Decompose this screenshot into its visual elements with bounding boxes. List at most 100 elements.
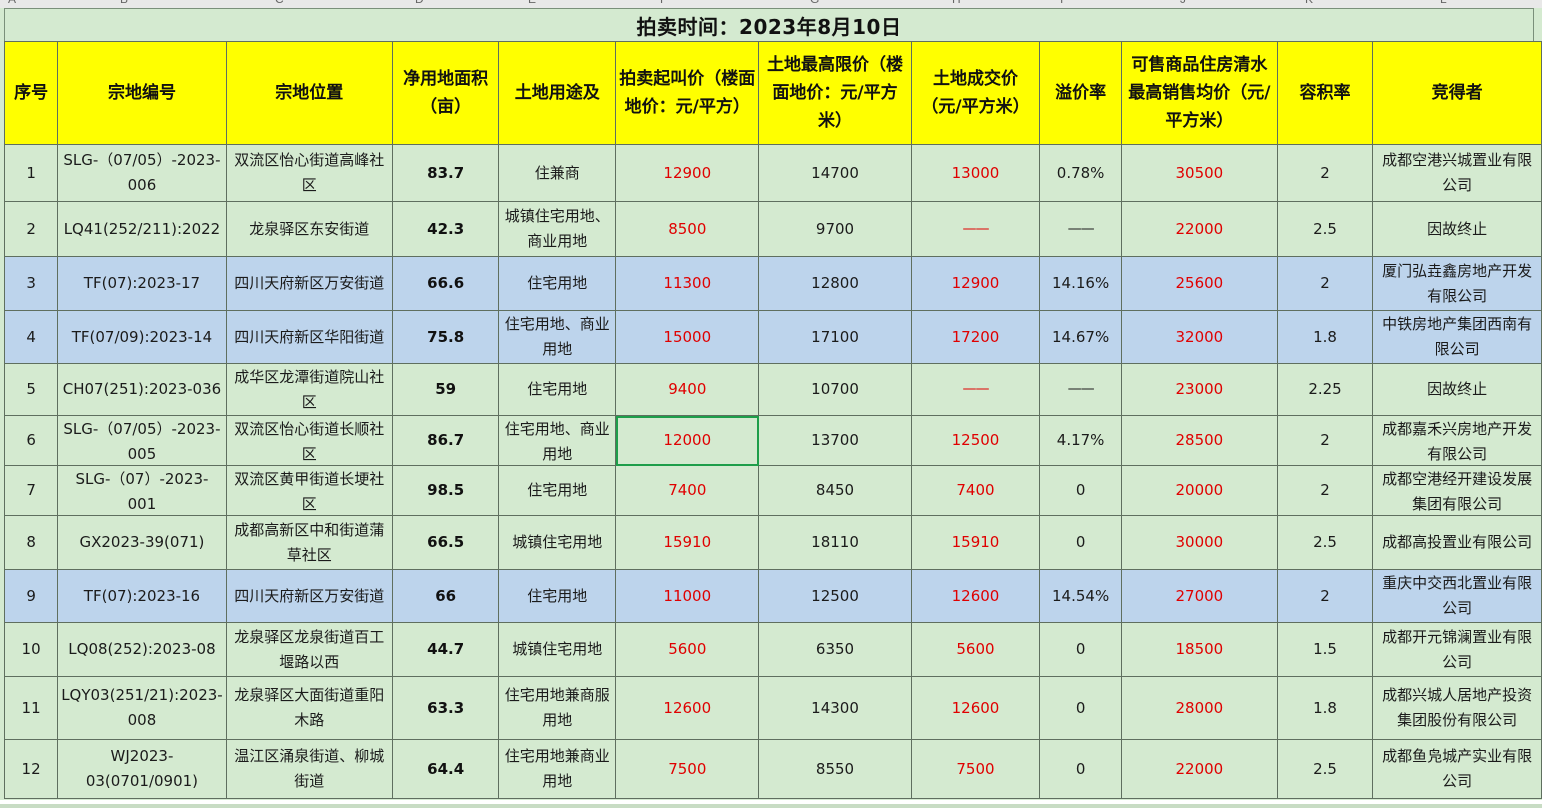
cell-usage[interactable]: 住宅用地、商业用地 [498, 310, 617, 364]
cell-max-price[interactable]: 12800 [758, 256, 912, 311]
cell-deal-price[interactable]: 7500 [910, 739, 1041, 799]
cell-premium[interactable]: 0 [1039, 622, 1122, 677]
cell-premium[interactable]: 0.78% [1039, 144, 1122, 202]
cell-winner[interactable]: 成都兴城人居地产投资集团股份有限公司 [1372, 676, 1542, 740]
cell-premium[interactable]: 0 [1039, 515, 1122, 570]
cell-deal-price[interactable]: —— [910, 363, 1041, 416]
cell-sale-price[interactable]: 18500 [1120, 622, 1278, 677]
cell-area[interactable]: 44.7 [391, 622, 500, 677]
cell-start-price[interactable]: 15910 [615, 515, 760, 570]
cell-winner[interactable]: 中铁房地产集团西南有限公司 [1372, 310, 1542, 364]
cell-code[interactable]: SLG-（07）-2023-001 [57, 465, 227, 516]
header-seq[interactable]: 序号 [3, 41, 59, 145]
cell-start-price[interactable]: 7500 [615, 739, 760, 799]
cell-sale-price[interactable]: 23000 [1120, 363, 1278, 416]
cell-usage[interactable]: 住宅用地兼商业用地 [498, 739, 617, 799]
cell-sale-price[interactable]: 20000 [1120, 465, 1278, 516]
cell-usage[interactable]: 住宅用地兼商服用地 [498, 676, 617, 740]
cell-max-price[interactable]: 8450 [758, 465, 912, 516]
cell-premium[interactable]: 0 [1039, 465, 1122, 516]
cell-premium[interactable]: 4.17% [1039, 415, 1122, 466]
cell-code[interactable]: TF(07):2023-17 [57, 256, 227, 311]
cell-usage[interactable]: 城镇住宅用地 [498, 515, 617, 570]
cell-area[interactable]: 59 [391, 363, 500, 416]
cell-winner[interactable]: 成都空港兴城置业有限公司 [1372, 144, 1542, 202]
cell-usage[interactable]: 住宅用地 [498, 569, 617, 623]
cell-deal-price[interactable]: 13000 [910, 144, 1041, 202]
cell-area[interactable]: 83.7 [391, 144, 500, 202]
column-letter[interactable]: A [8, 0, 16, 6]
cell-far[interactable]: 2 [1276, 415, 1374, 466]
cell-sale-price[interactable]: 30500 [1120, 144, 1278, 202]
cell-premium[interactable]: —— [1039, 363, 1122, 416]
cell-area[interactable]: 75.8 [391, 310, 500, 364]
cell-location[interactable]: 龙泉驿区东安街道 [225, 201, 393, 257]
column-letter[interactable]: I [1060, 0, 1063, 6]
cell-max-price[interactable]: 18110 [758, 515, 912, 570]
cell-seq[interactable]: 8 [3, 515, 59, 570]
cell-seq[interactable]: 11 [3, 676, 59, 740]
header-max-price[interactable]: 土地最高限价（楼面地价：元/平方米） [758, 41, 912, 145]
cell-code[interactable]: TF(07):2023-16 [57, 569, 227, 623]
cell-code[interactable]: CH07(251):2023-036 [57, 363, 227, 416]
cell-winner[interactable]: 厦门弘垚鑫房地产开发有限公司 [1372, 256, 1542, 311]
cell-seq[interactable]: 7 [3, 465, 59, 516]
cell-deal-price[interactable]: 5600 [910, 622, 1041, 677]
cell-area[interactable]: 42.3 [391, 201, 500, 257]
cell-winner[interactable]: 因故终止 [1372, 201, 1542, 257]
cell-premium[interactable]: 14.16% [1039, 256, 1122, 311]
cell-premium[interactable]: 0 [1039, 739, 1122, 799]
cell-deal-price[interactable]: 12600 [910, 676, 1041, 740]
cell-seq[interactable]: 9 [3, 569, 59, 623]
cell-start-price[interactable]: 11000 [615, 569, 760, 623]
column-letter[interactable]: G [810, 0, 819, 6]
cell-location[interactable]: 龙泉驿区龙泉街道百工堰路以西 [225, 622, 393, 677]
cell-premium[interactable]: 0 [1039, 676, 1122, 740]
cell-max-price[interactable]: 14700 [758, 144, 912, 202]
cell-sale-price[interactable]: 22000 [1120, 739, 1278, 799]
column-letter[interactable]: C [275, 0, 284, 6]
column-letter[interactable]: K [1305, 0, 1313, 6]
cell-deal-price[interactable]: 15910 [910, 515, 1041, 570]
cell-seq[interactable]: 4 [3, 310, 59, 364]
spreadsheet-grid[interactable]: 拍卖时间：2023年8月10日 序号 宗地编号 宗地位置 净用地面积（亩） 土地… [0, 8, 1542, 808]
cell-far[interactable]: 2 [1276, 465, 1374, 516]
cell-sale-price[interactable]: 30000 [1120, 515, 1278, 570]
cell-area[interactable]: 86.7 [391, 415, 500, 466]
cell-winner[interactable]: 成都嘉禾兴房地产开发有限公司 [1372, 415, 1542, 466]
column-letter[interactable]: D [415, 0, 424, 6]
cell-premium[interactable]: —— [1039, 201, 1122, 257]
cell-premium[interactable]: 14.67% [1039, 310, 1122, 364]
cell-area[interactable]: 66 [391, 569, 500, 623]
cell-deal-price[interactable]: 12600 [910, 569, 1041, 623]
cell-winner[interactable]: 重庆中交西北置业有限公司 [1372, 569, 1542, 623]
header-winner[interactable]: 竞得者 [1372, 41, 1542, 145]
sheet-title[interactable]: 拍卖时间：2023年8月10日 [4, 8, 1534, 42]
cell-code[interactable]: GX2023-39(071) [57, 515, 227, 570]
column-letter[interactable]: L [1440, 0, 1447, 6]
cell-location[interactable]: 成华区龙潭街道院山社区 [225, 363, 393, 416]
cell-far[interactable]: 2.5 [1276, 515, 1374, 570]
cell-far[interactable]: 2 [1276, 256, 1374, 311]
cell-far[interactable]: 2 [1276, 144, 1374, 202]
cell-area[interactable]: 63.3 [391, 676, 500, 740]
cell-start-price[interactable]: 12900 [615, 144, 760, 202]
cell-deal-price[interactable]: 7400 [910, 465, 1041, 516]
cell-location[interactable]: 四川天府新区华阳街道 [225, 310, 393, 364]
cell-code[interactable]: LQY03(251/21):2023-008 [57, 676, 227, 740]
cell-far[interactable]: 2 [1276, 569, 1374, 623]
cell-deal-price[interactable]: —— [910, 201, 1041, 257]
cell-start-price[interactable]: 8500 [615, 201, 760, 257]
cell-sale-price[interactable]: 28000 [1120, 676, 1278, 740]
cell-sale-price[interactable]: 25600 [1120, 256, 1278, 311]
cell-location[interactable]: 四川天府新区万安街道 [225, 569, 393, 623]
cell-location[interactable]: 龙泉驿区大面街道重阳木路 [225, 676, 393, 740]
cell-far[interactable]: 1.8 [1276, 310, 1374, 364]
header-location[interactable]: 宗地位置 [225, 41, 393, 145]
cell-area[interactable]: 66.5 [391, 515, 500, 570]
cell-code[interactable]: TF(07/09):2023-14 [57, 310, 227, 364]
cell-max-price[interactable]: 6350 [758, 622, 912, 677]
cell-max-price[interactable]: 13700 [758, 415, 912, 466]
cell-start-price[interactable]: 15000 [615, 310, 760, 364]
cell-sale-price[interactable]: 22000 [1120, 201, 1278, 257]
